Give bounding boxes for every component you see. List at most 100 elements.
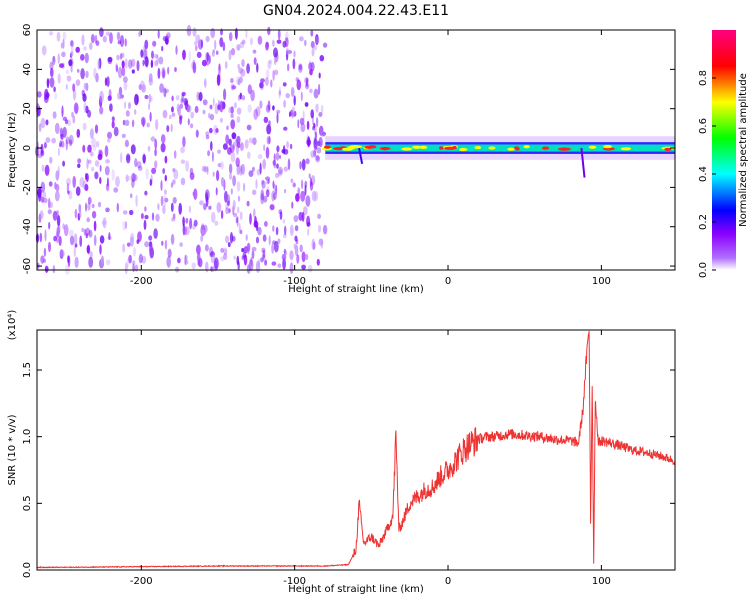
spectrogram-band-peak bbox=[588, 145, 597, 149]
spectrogram-noise-blob bbox=[61, 142, 65, 148]
spectrogram-noise-blob bbox=[157, 203, 160, 211]
spectrogram-noise-blob bbox=[283, 248, 287, 254]
spectrogram-noise-blob bbox=[99, 90, 104, 103]
spectrogram-noise-blob bbox=[302, 110, 305, 121]
spectrogram-noise-blob bbox=[262, 249, 266, 259]
spectrogram-noise-blob bbox=[184, 254, 187, 266]
spectrogram-noise-blob bbox=[272, 69, 275, 82]
spectrogram-band-peak bbox=[557, 147, 572, 151]
spectrogram-noise-blob bbox=[230, 83, 235, 91]
spectrogram-noise-blob bbox=[157, 29, 160, 39]
spectrogram-noise-blob bbox=[277, 29, 281, 40]
spectrogram-noise-blob bbox=[144, 39, 149, 50]
spectrogram-noise-blob bbox=[133, 174, 138, 182]
spectrogram-noise-blob bbox=[88, 256, 94, 268]
spectrogram-noise-blob bbox=[276, 109, 281, 114]
spectrogram-noise-blob bbox=[82, 93, 87, 102]
spectrogram-noise-blob bbox=[180, 177, 186, 186]
spectrogram-noise-blob bbox=[192, 61, 197, 74]
spectrogram-noise-blob bbox=[219, 100, 224, 113]
spectrogram-band-peak bbox=[507, 147, 515, 151]
spectrogram-noise-blob bbox=[65, 83, 68, 90]
spectrogram-noise-blob bbox=[61, 62, 65, 69]
spectrogram-noise-blob bbox=[42, 191, 47, 199]
spectrogram-noise-blob bbox=[154, 138, 158, 150]
spectrogram-noise-blob bbox=[304, 253, 309, 261]
spectrogram-noise-blob bbox=[190, 111, 195, 119]
spectrogram-noise-blob bbox=[217, 149, 221, 154]
spectrogram-noise-blob bbox=[62, 116, 68, 122]
spectrogram-noise-blob bbox=[40, 255, 45, 264]
spectrogram-noise-blob bbox=[320, 131, 326, 138]
spectrogram-x-label: Height of straight line (km) bbox=[288, 284, 424, 295]
spectrogram-noise-blob bbox=[116, 202, 120, 213]
spectrogram-noise-blob bbox=[293, 95, 296, 106]
spectrogram-noise-blob bbox=[164, 197, 169, 203]
spectrogram-noise-blob bbox=[210, 141, 213, 151]
spectrogram-noise-blob bbox=[175, 95, 180, 101]
spectrogram-noise-blob bbox=[163, 195, 167, 208]
spectrogram-noise-blob bbox=[271, 190, 275, 202]
spectrogram-noise-blob bbox=[107, 138, 111, 143]
spectrogram-noise-blob bbox=[271, 243, 274, 254]
spectrogram-noise-blob bbox=[125, 174, 129, 182]
spectrogram-noise-blob bbox=[155, 119, 159, 131]
spectrogram-noise-blob bbox=[202, 99, 208, 106]
spectrogram-noise-blob bbox=[277, 263, 282, 268]
spectrogram-noise-blob bbox=[99, 27, 104, 38]
spectrogram-noise-blob bbox=[265, 185, 270, 198]
spectrogram-noise-blob bbox=[236, 164, 241, 176]
spectrogram-noise-blob bbox=[156, 54, 159, 65]
spectrogram-noise-blob bbox=[237, 142, 241, 149]
spectrogram-noise-blob bbox=[44, 164, 50, 176]
spectrogram-band-peak bbox=[488, 146, 496, 150]
spectrogram-noise-blob bbox=[54, 182, 57, 190]
spectrogram-noise-blob bbox=[79, 210, 82, 218]
spectrogram-noise-blob bbox=[228, 172, 233, 180]
spectrogram-noise-blob bbox=[230, 77, 234, 84]
spectrogram-noise-blob bbox=[129, 209, 134, 216]
spectrogram-noise-blob bbox=[40, 117, 46, 129]
spectrogram-noise-blob bbox=[236, 135, 241, 145]
spectrogram-noise-blob bbox=[150, 174, 153, 186]
spectrogram-noise-blob bbox=[39, 232, 43, 243]
spectrogram-noise-blob bbox=[237, 78, 241, 86]
spectrogram-noise-blob bbox=[195, 34, 201, 44]
spectrogram-noise-blob bbox=[260, 193, 265, 205]
spectrogram-noise-blob bbox=[59, 249, 65, 258]
snr-panel: -200 -100 0 100 0.0 0.5 1.0 1.5 Height of stra… bbox=[7, 310, 676, 595]
spectrogram-noise-blob bbox=[169, 114, 172, 120]
spectrogram-noise-blob bbox=[69, 57, 74, 68]
spectrogram-noise-blob bbox=[301, 264, 306, 270]
spectrogram-noise-blob bbox=[76, 128, 81, 138]
spectrogram-noise-blob bbox=[113, 187, 119, 193]
spectrogram-noise-blob bbox=[38, 123, 42, 132]
spectrogram-noise-blob bbox=[315, 155, 321, 163]
spectrogram-noise-blob bbox=[150, 96, 153, 102]
spectrogram-noise-blob bbox=[191, 262, 196, 270]
snr-x-label: Height of straight line (km) bbox=[288, 584, 424, 595]
spectrogram-noise-blob bbox=[87, 144, 92, 153]
spectrogram-noise-blob bbox=[313, 138, 318, 150]
spectrogram-noise-blob bbox=[149, 178, 152, 186]
spectrogram-noise-blob bbox=[262, 234, 267, 242]
spectrogram-noise-blob bbox=[208, 55, 211, 64]
spectrogram-noise-blob bbox=[212, 171, 215, 177]
spectrogram-noise-blob bbox=[161, 67, 166, 79]
spectrogram-noise-blob bbox=[145, 168, 149, 180]
spectrogram-noise-blob bbox=[76, 68, 80, 73]
spectrogram-noise-blob bbox=[123, 76, 128, 83]
spectrogram-noise-blob bbox=[233, 102, 237, 109]
spectrogram-noise-blob bbox=[82, 144, 86, 153]
spectrogram-noise-blob bbox=[77, 158, 82, 164]
spectrogram-noise-blob bbox=[238, 222, 241, 234]
spectrogram-noise-blob bbox=[250, 256, 253, 266]
spectrogram-noise-blob bbox=[214, 39, 217, 50]
spectrogram-noise-blob bbox=[300, 122, 306, 133]
spectrogram-noise-blob bbox=[87, 109, 92, 118]
spectrogram-noise-blob bbox=[277, 169, 283, 177]
spectrogram-noise-blob bbox=[57, 147, 60, 157]
spectrogram-noise-blob bbox=[147, 145, 151, 152]
spectrogram-noise-blob bbox=[209, 113, 215, 121]
spectrogram-noise-blob bbox=[252, 49, 257, 54]
